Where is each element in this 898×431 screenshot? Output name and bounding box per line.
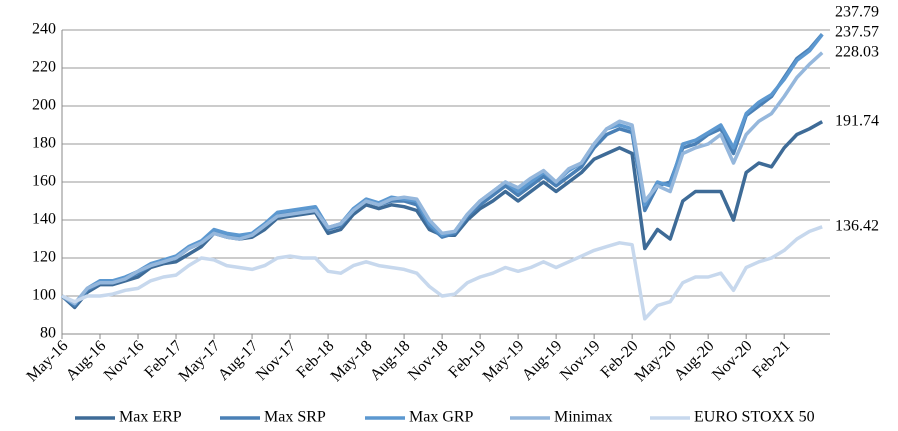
x-tick-label: Feb-21 — [750, 337, 794, 381]
x-tick-label: May-20 — [632, 337, 680, 385]
end-value-label: 228.03 — [835, 43, 879, 60]
x-tick-label: May-17 — [176, 337, 224, 385]
legend-label: Max GRP — [409, 409, 474, 426]
x-tick-label: Aug-16 — [63, 337, 110, 384]
x-tick-label: May-16 — [24, 337, 72, 385]
legend-label: EURO STOXX 50 — [694, 409, 815, 426]
legend-label: Minimax — [554, 409, 613, 426]
y-tick-label: 200 — [32, 97, 56, 114]
x-tick-label: May-18 — [328, 337, 376, 385]
x-tick-label: Aug-18 — [367, 337, 414, 384]
x-tick-label: Nov-17 — [253, 337, 300, 384]
x-tick-label: Aug-17 — [215, 337, 262, 384]
y-tick-label: 160 — [32, 173, 56, 190]
series-line — [61, 225, 823, 321]
series-line — [61, 51, 824, 306]
end-value-label: 237.79 — [835, 3, 879, 20]
end-value-label: 191.74 — [835, 112, 879, 129]
x-tick-label: Aug-19 — [519, 337, 566, 384]
end-value-label: 237.57 — [835, 23, 879, 40]
y-tick-label: 240 — [32, 21, 56, 38]
legend-label: Max SRP — [264, 409, 326, 426]
y-tick-label: 100 — [32, 287, 56, 304]
y-tick-label: 80 — [40, 325, 56, 342]
x-tick-label: Nov-19 — [557, 337, 604, 384]
y-tick-label: 120 — [32, 249, 56, 266]
x-tick-label: Aug-20 — [671, 337, 718, 384]
series-line — [60, 33, 824, 308]
y-tick-label: 220 — [32, 59, 56, 76]
x-tick-label: May-19 — [480, 337, 528, 385]
series-line — [60, 120, 824, 310]
y-tick-label: 180 — [32, 135, 56, 152]
end-value-label: 136.42 — [835, 217, 879, 234]
legend-label: Max ERP — [119, 409, 182, 426]
x-tick-label: Nov-16 — [101, 337, 148, 384]
y-tick-label: 140 — [32, 211, 56, 228]
x-tick-label: Nov-20 — [709, 337, 756, 384]
x-tick-label: Nov-18 — [405, 337, 452, 384]
